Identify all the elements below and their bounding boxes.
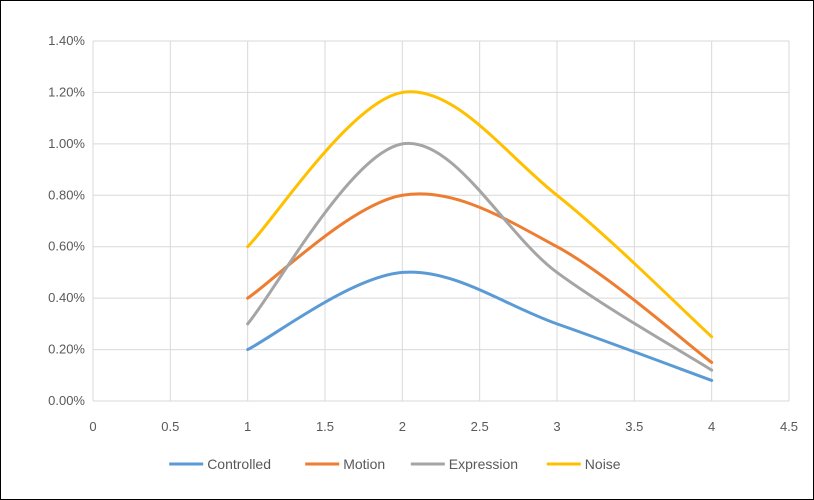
y-tick-label: 0.80% bbox=[48, 187, 85, 202]
x-tick-label: 3.5 bbox=[625, 419, 643, 434]
x-tick-label: 3 bbox=[553, 419, 560, 434]
y-tick-label: 1.40% bbox=[48, 33, 85, 48]
legend-label: Noise bbox=[585, 456, 621, 472]
axis-labels: 0.00% 0.20% 0.40% 0.60% 0.80% 1.00% 1.20% 1.40%… bbox=[48, 33, 798, 434]
gridlines bbox=[92, 40, 790, 402]
x-tick-label: 4.5 bbox=[780, 419, 798, 434]
y-tick-label: 0.60% bbox=[48, 239, 85, 254]
series-line-controlled bbox=[246, 270, 714, 382]
legend-label: Controlled bbox=[207, 456, 271, 472]
series-lines bbox=[246, 90, 714, 382]
x-tick-label: 2 bbox=[399, 419, 406, 434]
x-tick-label: 2.5 bbox=[471, 419, 489, 434]
y-tick-label: 1.00% bbox=[48, 136, 85, 151]
legend-item-motion: Motion bbox=[305, 456, 385, 472]
x-tick-label: 1.5 bbox=[316, 419, 334, 434]
y-tick-label: 0.00% bbox=[48, 393, 85, 408]
y-tick-label: 1.20% bbox=[48, 84, 85, 99]
series-line-motion bbox=[246, 192, 714, 364]
legend-item-controlled: Controlled bbox=[169, 456, 271, 472]
legend-item-expression: Expression bbox=[410, 456, 518, 472]
x-tick-label: 0 bbox=[89, 419, 96, 434]
legend-label: Expression bbox=[449, 456, 518, 472]
series-line-noise bbox=[246, 90, 714, 339]
y-tick-label: 0.40% bbox=[48, 290, 85, 305]
legend-item-noise: Noise bbox=[546, 456, 621, 472]
y-tick-label: 0.20% bbox=[48, 342, 85, 357]
legend-label: Motion bbox=[343, 456, 385, 472]
x-tick-label: 0.5 bbox=[161, 419, 179, 434]
x-tick-label: 4 bbox=[708, 419, 715, 434]
legend: Controlled Motion Expression Noise bbox=[169, 456, 621, 472]
x-tick-label: 1 bbox=[244, 419, 251, 434]
series-line-expression bbox=[246, 141, 714, 372]
